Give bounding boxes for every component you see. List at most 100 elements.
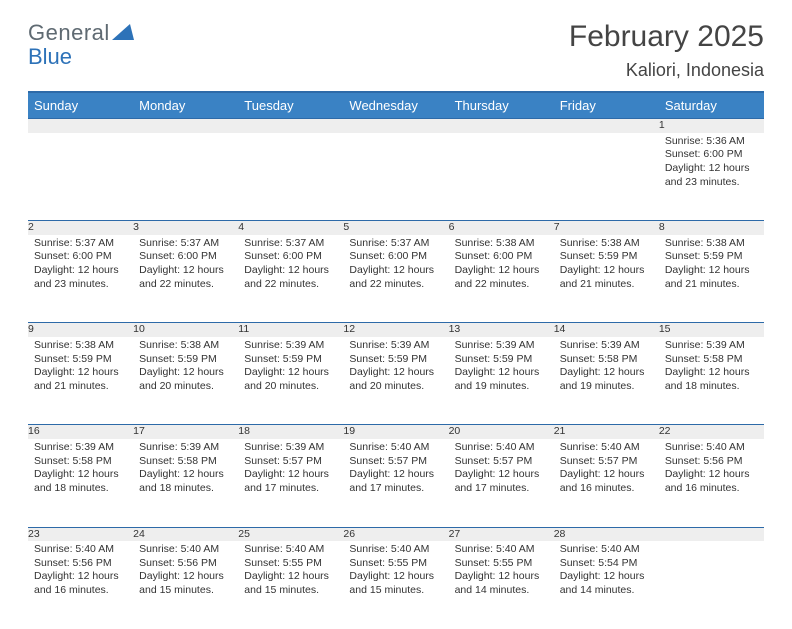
week-row: Sunrise: 5:37 AMSunset: 6:00 PMDaylight:… [28, 235, 764, 323]
day-cell: Sunrise: 5:39 AMSunset: 5:58 PMDaylight:… [28, 439, 133, 527]
day-body: Sunrise: 5:37 AMSunset: 6:00 PMDaylight:… [133, 235, 238, 298]
daylight-text: Daylight: 12 hours and 19 minutes. [560, 366, 653, 393]
day-number: 24 [133, 527, 238, 541]
day-cell: Sunrise: 5:38 AMSunset: 5:59 PMDaylight:… [133, 337, 238, 425]
day-number [449, 119, 554, 133]
sunrise-text: Sunrise: 5:37 AM [139, 237, 232, 251]
day-number: 17 [133, 425, 238, 439]
day-number: 11 [238, 323, 343, 337]
daylight-text: Daylight: 12 hours and 15 minutes. [139, 570, 232, 597]
day-number: 22 [659, 425, 764, 439]
day-body: Sunrise: 5:38 AMSunset: 6:00 PMDaylight:… [449, 235, 554, 298]
day-body: Sunrise: 5:40 AMSunset: 5:57 PMDaylight:… [343, 439, 448, 502]
daylight-text: Daylight: 12 hours and 20 minutes. [244, 366, 337, 393]
day-body: Sunrise: 5:40 AMSunset: 5:55 PMDaylight:… [343, 541, 448, 604]
sunset-text: Sunset: 5:59 PM [560, 250, 653, 264]
daylight-text: Daylight: 12 hours and 22 minutes. [139, 264, 232, 291]
day-cell: Sunrise: 5:40 AMSunset: 5:56 PMDaylight:… [659, 439, 764, 527]
day-body: Sunrise: 5:37 AMSunset: 6:00 PMDaylight:… [343, 235, 448, 298]
day-body: Sunrise: 5:38 AMSunset: 5:59 PMDaylight:… [659, 235, 764, 298]
title-block: February 2025 Kaliori, Indonesia [569, 20, 764, 81]
daylight-text: Daylight: 12 hours and 22 minutes. [244, 264, 337, 291]
weekday-header: Thursday [449, 92, 554, 119]
daylight-text: Daylight: 12 hours and 17 minutes. [349, 468, 442, 495]
logo: General [28, 20, 135, 46]
day-number: 8 [659, 221, 764, 235]
day-cell [238, 133, 343, 221]
sunset-text: Sunset: 5:57 PM [244, 455, 337, 469]
day-number: 3 [133, 221, 238, 235]
sunrise-text: Sunrise: 5:39 AM [560, 339, 653, 353]
day-body: Sunrise: 5:36 AMSunset: 6:00 PMDaylight:… [659, 133, 764, 196]
day-cell: Sunrise: 5:36 AMSunset: 6:00 PMDaylight:… [659, 133, 764, 221]
sunrise-text: Sunrise: 5:40 AM [349, 543, 442, 557]
day-body: Sunrise: 5:40 AMSunset: 5:57 PMDaylight:… [449, 439, 554, 502]
day-body: Sunrise: 5:37 AMSunset: 6:00 PMDaylight:… [28, 235, 133, 298]
day-cell: Sunrise: 5:39 AMSunset: 5:59 PMDaylight:… [449, 337, 554, 425]
sunset-text: Sunset: 5:58 PM [560, 353, 653, 367]
sunset-text: Sunset: 5:57 PM [560, 455, 653, 469]
sunset-text: Sunset: 5:59 PM [349, 353, 442, 367]
sunrise-text: Sunrise: 5:40 AM [455, 441, 548, 455]
sunrise-text: Sunrise: 5:37 AM [34, 237, 127, 251]
sunset-text: Sunset: 5:55 PM [455, 557, 548, 571]
sunrise-text: Sunrise: 5:40 AM [139, 543, 232, 557]
daylight-text: Daylight: 12 hours and 20 minutes. [349, 366, 442, 393]
day-number: 15 [659, 323, 764, 337]
week-row: Sunrise: 5:36 AMSunset: 6:00 PMDaylight:… [28, 133, 764, 221]
day-cell: Sunrise: 5:37 AMSunset: 6:00 PMDaylight:… [28, 235, 133, 323]
weekday-header: Friday [554, 92, 659, 119]
day-number: 18 [238, 425, 343, 439]
day-cell: Sunrise: 5:39 AMSunset: 5:57 PMDaylight:… [238, 439, 343, 527]
sunset-text: Sunset: 5:56 PM [139, 557, 232, 571]
day-number: 2 [28, 221, 133, 235]
daylight-text: Daylight: 12 hours and 15 minutes. [349, 570, 442, 597]
sunset-text: Sunset: 5:55 PM [349, 557, 442, 571]
daylight-text: Daylight: 12 hours and 22 minutes. [349, 264, 442, 291]
day-cell: Sunrise: 5:39 AMSunset: 5:59 PMDaylight:… [343, 337, 448, 425]
sunset-text: Sunset: 6:00 PM [139, 250, 232, 264]
day-body: Sunrise: 5:40 AMSunset: 5:56 PMDaylight:… [133, 541, 238, 604]
sunrise-text: Sunrise: 5:39 AM [455, 339, 548, 353]
sunrise-text: Sunrise: 5:40 AM [455, 543, 548, 557]
sunrise-text: Sunrise: 5:39 AM [139, 441, 232, 455]
weekday-header: Monday [133, 92, 238, 119]
day-body: Sunrise: 5:39 AMSunset: 5:59 PMDaylight:… [343, 337, 448, 400]
location: Kaliori, Indonesia [569, 60, 764, 81]
day-cell [554, 133, 659, 221]
day-number: 4 [238, 221, 343, 235]
day-number: 14 [554, 323, 659, 337]
day-body: Sunrise: 5:39 AMSunset: 5:58 PMDaylight:… [554, 337, 659, 400]
day-number [28, 119, 133, 133]
month-title: February 2025 [569, 20, 764, 54]
day-number: 6 [449, 221, 554, 235]
weekday-header: Tuesday [238, 92, 343, 119]
day-body: Sunrise: 5:40 AMSunset: 5:55 PMDaylight:… [238, 541, 343, 604]
logo-word1: General [28, 20, 110, 46]
day-cell: Sunrise: 5:40 AMSunset: 5:55 PMDaylight:… [449, 541, 554, 629]
sunrise-text: Sunrise: 5:38 AM [665, 237, 758, 251]
daylight-text: Daylight: 12 hours and 17 minutes. [455, 468, 548, 495]
sunset-text: Sunset: 6:00 PM [455, 250, 548, 264]
daylight-text: Daylight: 12 hours and 14 minutes. [560, 570, 653, 597]
day-body: Sunrise: 5:39 AMSunset: 5:57 PMDaylight:… [238, 439, 343, 502]
day-body: Sunrise: 5:39 AMSunset: 5:58 PMDaylight:… [133, 439, 238, 502]
day-cell: Sunrise: 5:39 AMSunset: 5:58 PMDaylight:… [133, 439, 238, 527]
day-number: 19 [343, 425, 448, 439]
day-cell [659, 541, 764, 629]
sunset-text: Sunset: 5:59 PM [34, 353, 127, 367]
sunrise-text: Sunrise: 5:39 AM [665, 339, 758, 353]
daynum-row: 16171819202122 [28, 425, 764, 439]
day-body: Sunrise: 5:40 AMSunset: 5:56 PMDaylight:… [659, 439, 764, 502]
day-cell: Sunrise: 5:37 AMSunset: 6:00 PMDaylight:… [238, 235, 343, 323]
daylight-text: Daylight: 12 hours and 22 minutes. [455, 264, 548, 291]
sunset-text: Sunset: 5:58 PM [139, 455, 232, 469]
sunset-text: Sunset: 5:59 PM [665, 250, 758, 264]
calendar-body: 1Sunrise: 5:36 AMSunset: 6:00 PMDaylight… [28, 119, 764, 629]
sunset-text: Sunset: 6:00 PM [349, 250, 442, 264]
day-cell: Sunrise: 5:38 AMSunset: 5:59 PMDaylight:… [659, 235, 764, 323]
sunset-text: Sunset: 5:56 PM [34, 557, 127, 571]
sunset-text: Sunset: 5:55 PM [244, 557, 337, 571]
sunrise-text: Sunrise: 5:38 AM [455, 237, 548, 251]
daylight-text: Daylight: 12 hours and 21 minutes. [560, 264, 653, 291]
